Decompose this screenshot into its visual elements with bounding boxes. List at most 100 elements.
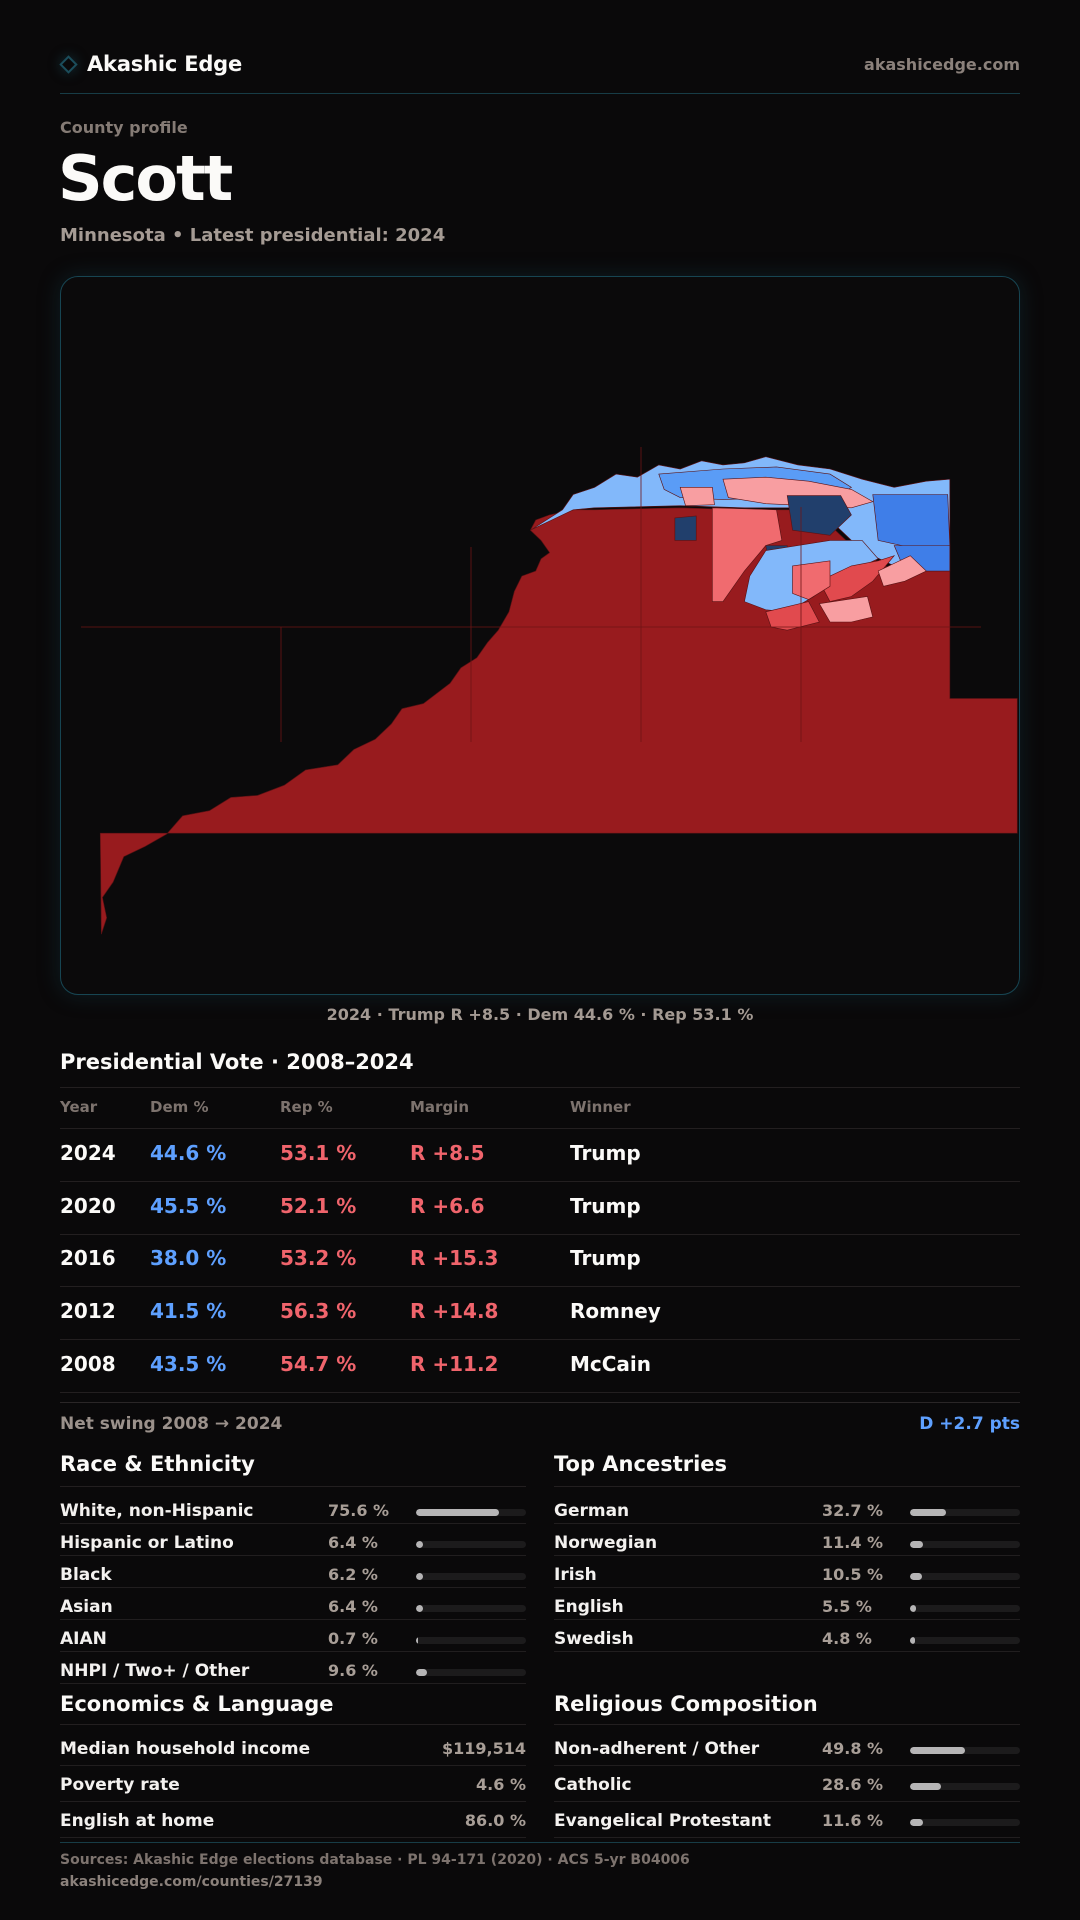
race-label: AIAN — [60, 1629, 107, 1649]
race-row: AIAN 0.7 % — [60, 1620, 526, 1652]
row-divider — [554, 1523, 1020, 1524]
row-divider — [60, 1234, 1020, 1235]
year-cell: 2008 — [60, 1352, 116, 1376]
precinct-map[interactable] — [60, 276, 1020, 995]
religion-label: Catholic — [554, 1775, 632, 1795]
header-divider — [60, 93, 1020, 94]
precinct-map-svg — [81, 447, 1018, 935]
precinct-shape[interactable] — [877, 555, 927, 587]
economics-row: Median household income $119,514 — [60, 1730, 526, 1766]
vote-table-row: 2008 43.5 % 54.7 % R +11.2 McCain — [60, 1352, 1020, 1382]
race-value: 9.6 % — [328, 1661, 378, 1680]
race-value: 0.7 % — [328, 1629, 378, 1648]
precinct-shape[interactable] — [786, 495, 852, 536]
winner-cell: Trump — [570, 1246, 641, 1270]
religion-bar-fill — [910, 1783, 942, 1790]
precinct-shape[interactable] — [674, 515, 697, 541]
precinct-shape[interactable] — [872, 494, 951, 549]
race-value: 6.4 % — [328, 1533, 378, 1552]
economics-value: 86.0 % — [464, 1811, 526, 1830]
brand[interactable]: Akashic Edge — [59, 52, 243, 76]
row-divider — [60, 1619, 526, 1620]
race-bar-fill — [416, 1541, 424, 1548]
row-divider — [60, 1587, 526, 1588]
religion-bar-track — [910, 1783, 1020, 1790]
ancestry-row: Norwegian 11.4 % — [554, 1524, 1020, 1556]
margin-cell: R +15.3 — [410, 1246, 499, 1270]
winner-cell: McCain — [570, 1352, 652, 1376]
year-cell: 2024 — [60, 1141, 116, 1165]
margin-cell: R +8.5 — [410, 1141, 485, 1165]
religion-value: 28.6 % — [822, 1775, 884, 1794]
row-divider — [60, 1286, 1020, 1287]
religion-value: 11.6 % — [822, 1811, 884, 1830]
row-divider — [60, 1801, 526, 1802]
diamond-outline-icon — [59, 54, 78, 74]
top-bar: Akashic Edge akashicedge.com — [59, 44, 1020, 84]
economics-label: Poverty rate — [60, 1775, 180, 1795]
ancestry-label: Swedish — [554, 1629, 634, 1649]
page-subtitle: Minnesota • Latest presidential: 2024 — [60, 225, 446, 246]
row-divider — [60, 1339, 1020, 1340]
race-label: NHPI / Two+ / Other — [60, 1661, 250, 1681]
dem-pct-cell: 45.5 % — [150, 1194, 227, 1218]
ancestry-label: Irish — [554, 1565, 597, 1585]
religion-row: Non-adherent / Other 49.8 % — [554, 1730, 1020, 1766]
footer-divider — [60, 1842, 1020, 1843]
col-dem: Dem % — [150, 1098, 209, 1116]
ancestry-bar-track — [910, 1605, 1020, 1612]
footer-url[interactable]: akashicedge.com/counties/27139 — [60, 1874, 323, 1890]
religion-bar-track — [910, 1819, 1020, 1826]
year-cell: 2012 — [60, 1299, 116, 1323]
race-bar-track — [416, 1605, 526, 1612]
ancestry-bar-fill — [910, 1509, 946, 1516]
ancestry-bar-fill — [910, 1637, 916, 1644]
precinct-shape[interactable] — [679, 487, 715, 507]
precinct-shape[interactable] — [818, 596, 874, 623]
precinct-shape[interactable] — [792, 560, 831, 600]
race-bar-track — [416, 1573, 526, 1580]
race-bar-fill — [416, 1509, 500, 1516]
col-year: Year — [60, 1098, 98, 1116]
precinct-shape[interactable] — [765, 601, 820, 631]
race-label: White, non-Hispanic — [60, 1501, 254, 1521]
race-row: Hispanic or Latino 6.4 % — [60, 1524, 526, 1556]
ancestry-value: 5.5 % — [822, 1597, 872, 1616]
race-bar-fill — [416, 1637, 418, 1644]
race-value: 6.2 % — [328, 1565, 378, 1584]
economics-label: Median household income — [60, 1739, 311, 1759]
winner-cell: Romney — [570, 1299, 661, 1323]
race-row: Black 6.2 % — [60, 1556, 526, 1588]
net-swing-value: D +2.7 pts — [919, 1414, 1020, 1434]
row-divider — [554, 1587, 1020, 1588]
ancestry-row: German 32.7 % — [554, 1492, 1020, 1524]
col-winner: Winner — [570, 1098, 631, 1116]
row-divider — [60, 1683, 526, 1684]
row-divider — [554, 1555, 1020, 1556]
race-bar-track — [416, 1509, 526, 1516]
ancestry-label: German — [554, 1501, 630, 1521]
religion-row: Catholic 28.6 % — [554, 1766, 1020, 1802]
divider — [60, 1724, 526, 1725]
race-bar-track — [416, 1669, 526, 1676]
row-divider — [60, 1181, 1020, 1182]
row-divider — [60, 1555, 526, 1556]
rep-pct-cell: 53.1 % — [280, 1141, 357, 1165]
page-eyebrow: County profile — [60, 118, 188, 137]
race-label: Black — [60, 1565, 112, 1585]
race-bar-track — [416, 1541, 526, 1548]
religion-row: Evangelical Protestant 11.6 % — [554, 1802, 1020, 1838]
vote-table-header: Year Dem % Rep % Margin Winner — [60, 1098, 1020, 1118]
ancestry-title: Top Ancestries — [554, 1452, 728, 1476]
vote-table-row: 2024 44.6 % 53.1 % R +8.5 Trump — [60, 1141, 1020, 1171]
margin-cell: R +6.6 — [410, 1194, 485, 1218]
rep-pct-cell: 56.3 % — [280, 1299, 357, 1323]
religion-bar-fill — [910, 1747, 965, 1754]
race-bar-fill — [416, 1669, 427, 1676]
brand-name: Akashic Edge — [87, 52, 243, 76]
site-link[interactable]: akashicedge.com — [864, 54, 1020, 74]
race-label: Asian — [60, 1597, 113, 1617]
ancestry-value: 4.8 % — [822, 1629, 872, 1648]
year-cell: 2020 — [60, 1194, 116, 1218]
precinct-shape[interactable] — [711, 507, 783, 602]
